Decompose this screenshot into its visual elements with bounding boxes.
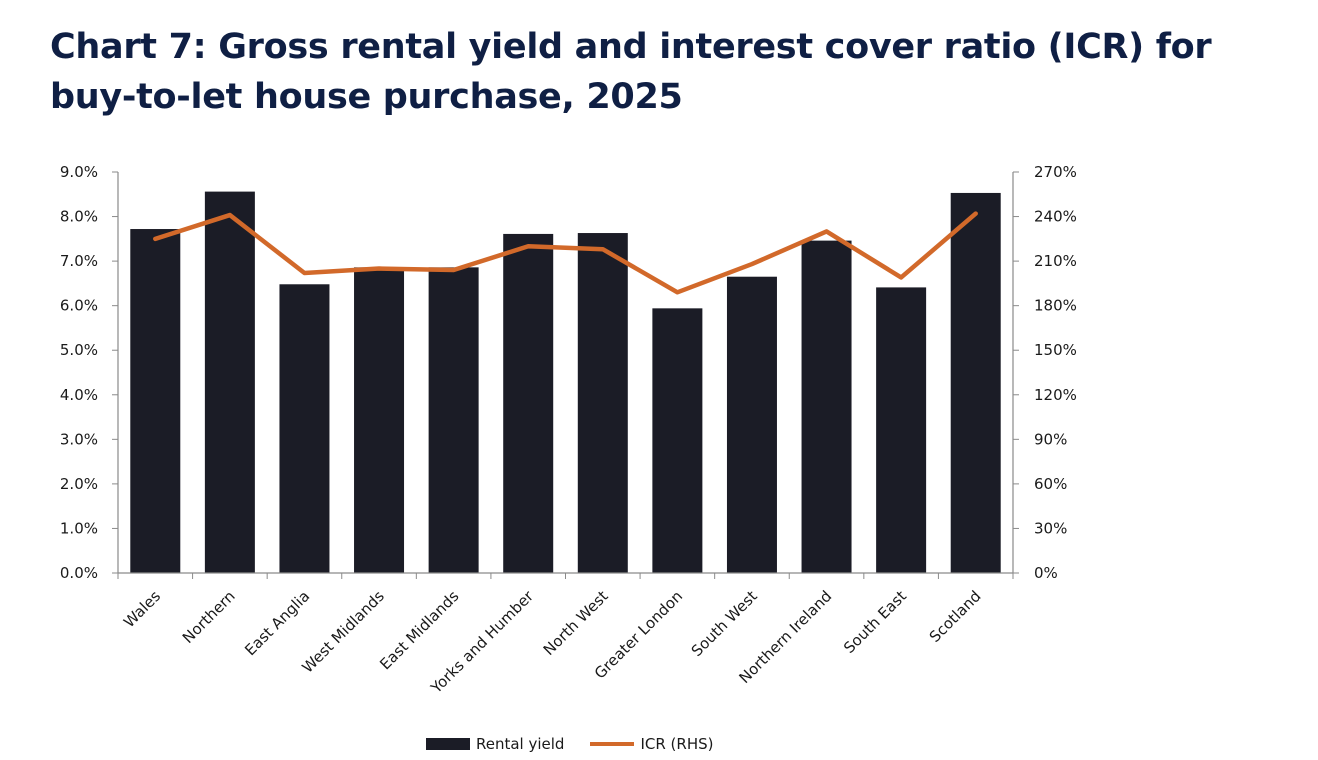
legend-swatch-line	[590, 742, 635, 746]
category-label-east-midlands: East Midlands	[376, 587, 462, 673]
bar-south-west	[726, 276, 777, 573]
category-label-wales: Wales	[120, 587, 164, 631]
right-tick-label: 30%	[1034, 519, 1067, 537]
bar-east-midlands	[428, 267, 479, 573]
right-tick-label: 0%	[1034, 564, 1058, 582]
right-tick-label: 150%	[1034, 341, 1077, 359]
left-tick-label: 7.0%	[60, 252, 98, 270]
category-label-east-anglia: East Anglia	[241, 587, 313, 659]
left-tick-label: 5.0%	[60, 341, 98, 359]
right-tick-label: 90%	[1034, 430, 1067, 448]
chart-legend: Rental yield ICR (RHS)	[426, 732, 739, 756]
left-tick-label: 2.0%	[60, 475, 98, 493]
right-tick-label: 240%	[1034, 208, 1077, 226]
bar-northern-ireland	[801, 240, 852, 574]
right-tick-label: 180%	[1034, 297, 1077, 315]
left-tick-label: 8.0%	[60, 208, 98, 226]
bar-yorks-and-humber	[503, 233, 554, 573]
bar-west-midlands	[354, 267, 405, 573]
left-axis-ticks: 0.0% 1.0% 2.0% 3.0% 4.0% 5.0% 6.0% 7.0% 8.0% 9.0%	[60, 163, 118, 582]
left-tick-label: 3.0%	[60, 430, 98, 448]
icr-line	[153, 211, 978, 295]
category-label-south-east: South East	[840, 587, 910, 657]
right-tick-label: 120%	[1034, 386, 1077, 404]
legend-swatch-bar	[426, 738, 470, 750]
bar-east-anglia	[279, 284, 330, 573]
left-tick-label: 0.0%	[60, 564, 98, 582]
chart-plot: 0.0% 1.0% 2.0% 3.0% 4.0% 5.0% 6.0% 7.0% 8.0% 9.0%…	[60, 163, 1077, 698]
category-label-south-west: South West	[688, 587, 761, 660]
bar-south-east	[876, 287, 927, 573]
left-tick-label: 6.0%	[60, 297, 98, 315]
chart-title: Chart 7: Gross rental yield and interest…	[50, 27, 1212, 117]
category-label-scotland: Scotland	[926, 587, 985, 646]
bar-scotland	[950, 192, 1001, 574]
right-tick-label: 60%	[1034, 475, 1067, 493]
category-label-north-west: North West	[540, 587, 612, 659]
left-tick-label: 1.0%	[60, 519, 98, 537]
legend-item-icr: ICR (RHS)	[590, 735, 713, 753]
category-label-northern: Northern	[179, 587, 239, 647]
legend-item-rental-yield: Rental yield	[426, 735, 564, 753]
bar-series-rental-yield	[130, 191, 1001, 574]
bar-greater-london	[652, 308, 703, 573]
line-series-icr	[153, 211, 978, 295]
left-tick-label: 9.0%	[60, 163, 98, 181]
legend-label-icr: ICR (RHS)	[640, 735, 714, 753]
right-axis-ticks: 0% 30% 60% 90% 120% 150% 180% 210% 240% 270%	[1013, 163, 1077, 582]
bar-wales	[130, 229, 181, 573]
chart-axes	[117, 172, 1014, 579]
legend-label-rental-yield: Rental yield	[476, 735, 565, 753]
right-tick-label: 270%	[1034, 163, 1077, 181]
bar-north-west	[577, 233, 628, 573]
right-tick-label: 210%	[1034, 252, 1077, 270]
bar-northern	[204, 191, 255, 574]
left-tick-label: 4.0%	[60, 386, 98, 404]
